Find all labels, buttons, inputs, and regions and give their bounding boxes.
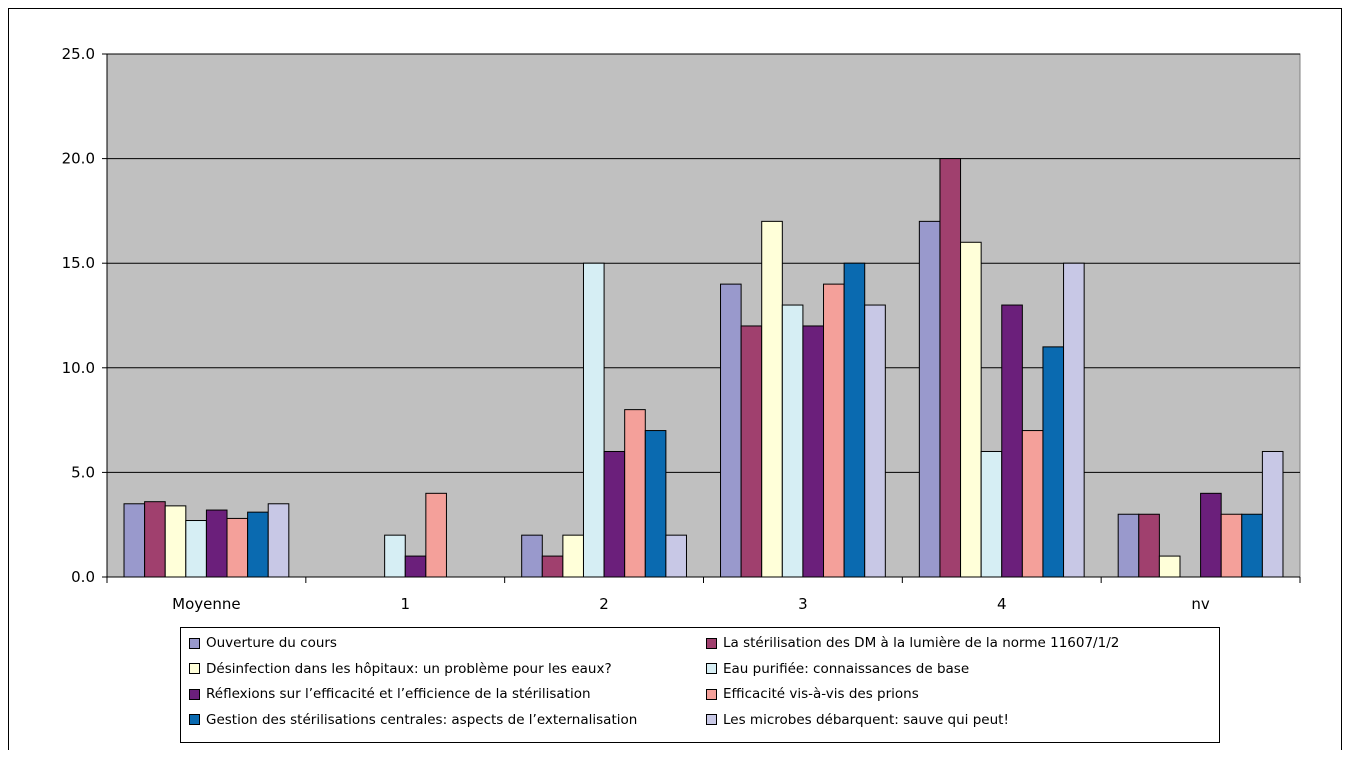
x-category-label: 2: [599, 595, 609, 613]
x-category-label: nv: [1191, 595, 1210, 613]
bar: [562, 534, 584, 578]
x-category-label: Moyenne: [172, 595, 240, 613]
y-tick-label: 10.0: [62, 359, 95, 377]
bar: [980, 450, 1003, 578]
x-category-label: 3: [798, 595, 808, 613]
legend-item: Les microbes débarquent: sauve qui peut!: [706, 710, 1009, 730]
bar: [1261, 450, 1284, 578]
legend-swatch: [706, 688, 717, 700]
y-tick-label: 25.0: [62, 45, 95, 63]
bar: [843, 262, 866, 578]
legend-swatch: [706, 663, 717, 674]
legend-label: Eau purifiée: connaissances de base: [723, 660, 970, 677]
bar: [1241, 513, 1263, 578]
bar: [864, 304, 886, 578]
bar: [582, 262, 605, 578]
legend-label: Les microbes débarquent: sauve qui peut!: [723, 711, 1009, 728]
bar: [939, 158, 962, 578]
bar: [781, 304, 804, 578]
bar: [665, 534, 687, 578]
legend-swatch: [189, 663, 200, 674]
legend-item: Réflexions sur l’efficacité et l’efficie…: [189, 684, 591, 704]
bar: [226, 517, 249, 578]
bar: [1001, 304, 1023, 578]
bar: [624, 409, 646, 578]
legend-item: La stérilisation des DM à la lumière de …: [706, 633, 1119, 653]
bar: [267, 503, 290, 578]
bar: [521, 534, 543, 578]
legend-swatch: [189, 688, 200, 700]
bar: [720, 283, 742, 578]
bar: [384, 534, 406, 578]
x-category-label: 1: [400, 595, 410, 613]
legend-item: Efficacité vis-à-vis des prions: [706, 684, 919, 704]
bar: [404, 555, 427, 578]
legend-label: Gestion des stérilisations centrales: as…: [206, 711, 638, 728]
bar: [644, 430, 667, 578]
bar: [960, 241, 982, 578]
bar: [918, 220, 941, 578]
bar: [1021, 430, 1044, 578]
chart-frame: [8, 8, 1342, 750]
legend-label: Efficacité vis-à-vis des prions: [723, 686, 919, 702]
legend-item: Désinfection dans les hôpitaux: un probl…: [189, 659, 612, 679]
bar: [425, 492, 447, 578]
bar: [541, 555, 564, 578]
bar: [761, 220, 783, 578]
bar: [1042, 346, 1065, 578]
bar: [247, 511, 269, 578]
legend-label: Ouverture du cours: [206, 635, 337, 651]
bar: [823, 283, 845, 578]
bar: [1158, 555, 1181, 578]
bar: [1220, 513, 1243, 578]
legend-label: La stérilisation des DM à la lumière de …: [723, 635, 1120, 651]
legend-swatch: [706, 714, 717, 725]
bar: [1063, 262, 1085, 578]
bar: [205, 509, 228, 578]
y-tick-label: 20.0: [62, 150, 95, 168]
bar: [740, 325, 763, 578]
legend-swatch: [706, 637, 717, 649]
legend-swatch: [189, 637, 200, 649]
y-tick-label: 0.0: [71, 568, 95, 586]
bar: [123, 503, 146, 578]
bar: [164, 505, 187, 578]
bar: [144, 501, 166, 578]
y-tick-label: 15.0: [62, 254, 95, 272]
legend-swatch: [189, 714, 200, 725]
bar: [1117, 513, 1140, 578]
legend-item: Gestion des stérilisations centrales: as…: [189, 710, 637, 730]
bar: [1138, 513, 1160, 578]
legend-item: Ouverture du cours: [189, 633, 337, 653]
legend-label: Réflexions sur l’efficacité et l’efficie…: [206, 686, 591, 702]
bar: [802, 325, 825, 578]
x-category-label: 4: [997, 595, 1007, 613]
bar: [603, 450, 626, 578]
chart-legend: Ouverture du cours La stérilisation des D…: [180, 627, 1220, 743]
legend-item: Eau purifiée: connaissances de base: [706, 659, 969, 679]
bar: [185, 520, 207, 578]
y-tick-label: 5.0: [71, 463, 95, 481]
plot-area: [106, 53, 1301, 578]
legend-label: Désinfection dans les hôpitaux: un probl…: [206, 660, 612, 677]
bar: [1200, 492, 1222, 578]
